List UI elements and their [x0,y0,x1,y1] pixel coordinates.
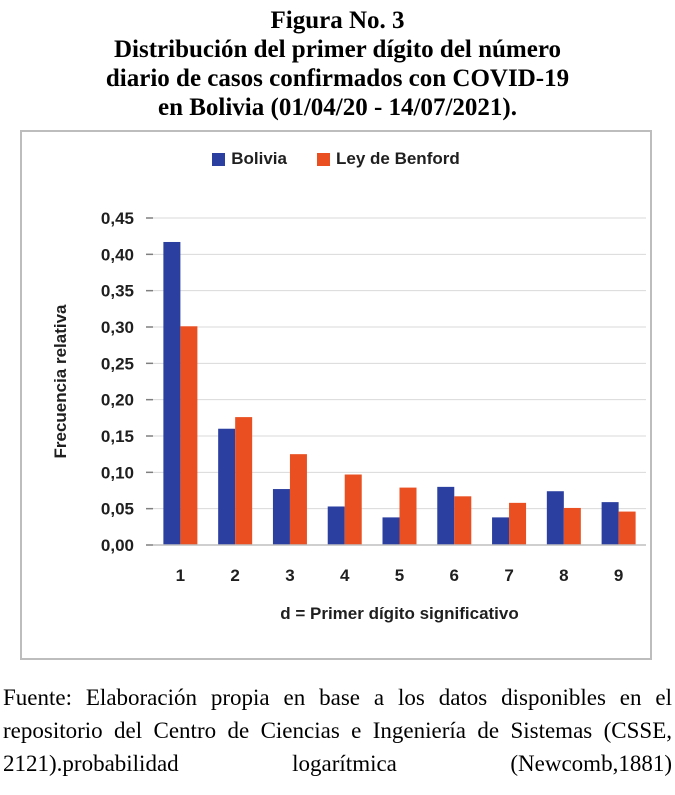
y-tick-label: 0,40 [101,245,134,264]
figure-title-line-4: en Bolivia (01/04/20 - 14/07/2021). [157,94,518,121]
bar-bolivia-digit-8 [546,491,564,545]
x-tick-label: 6 [450,566,459,585]
figure-title-line-3: diario de casos confirmados con COVID-19 [105,65,570,92]
x-axis-title: d = Primer dígito significativo [280,604,519,623]
x-tick-label: 3 [285,566,294,585]
bar-benford-digit-8 [563,507,581,545]
bar-benford-digit-9 [618,511,636,545]
bar-bolivia-digit-6 [437,486,455,545]
figure-title: Figura No. 3 Distribución del primer díg… [0,6,675,122]
source-note: Fuente: Elaboración propia en base a los… [3,685,672,776]
y-tick-label: 0,05 [101,500,134,519]
bar-bolivia-digit-9 [601,502,619,545]
y-tick-label: 0,20 [101,391,134,410]
bar-bolivia-digit-1 [163,241,181,545]
y-tick-label: 0,30 [101,318,134,337]
bar-bolivia-digit-5 [382,517,400,545]
bar-benford-digit-6 [454,496,472,545]
y-tick-label: 0,00 [101,536,134,555]
x-tick-label: 2 [230,566,239,585]
legend-item-bolivia: Bolivia [212,149,287,169]
x-tick-label: 7 [504,566,513,585]
bar-benford-digit-1 [180,326,198,545]
bar-benford-digit-5 [399,487,417,545]
y-tick-label: 0,25 [101,354,134,373]
bar-benford-digit-2 [235,417,253,545]
y-tick-label: 0,35 [101,282,134,301]
x-tick-label: 5 [395,566,404,585]
bar-bolivia-digit-7 [492,517,510,545]
bar-benford-digit-3 [289,454,307,545]
x-tick-label: 1 [176,566,185,585]
bar-benford-digit-7 [509,502,527,545]
bar-bolivia-digit-4 [327,506,345,545]
x-tick-label: 8 [559,566,568,585]
legend-label-bolivia: Bolivia [231,149,287,168]
chart-legend: Bolivia Ley de Benford [22,149,650,169]
y-tick-label: 0,10 [101,463,134,482]
figure-title-line-1: Figura No. 3 [270,7,405,34]
bar-bolivia-digit-2 [218,428,236,545]
figure-title-line-2: Distribución del primer dígito del númer… [114,36,561,63]
x-tick-label: 9 [614,566,623,585]
bar-benford-digit-4 [344,474,362,545]
legend-swatch-benford [317,152,330,166]
x-tick-label: 4 [340,566,350,585]
legend-label-benford: Ley de Benford [336,149,460,168]
y-tick-label: 0,45 [101,209,134,228]
legend-item-benford: Ley de Benford [317,149,460,169]
y-axis-title: Frecuencia relativa [51,304,70,459]
chart-frame: Bolivia Ley de Benford 0,00 0,05 0,10 0,15 0… [20,130,652,660]
y-tick-label: 0,15 [101,427,134,446]
bar-bolivia-digit-3 [272,489,290,545]
legend-swatch-bolivia [212,152,226,166]
bar-chart-plot: 0,00 0,05 0,10 0,15 0,20 0,25 0,30 0,35 0,40 0,45… [51,209,646,623]
